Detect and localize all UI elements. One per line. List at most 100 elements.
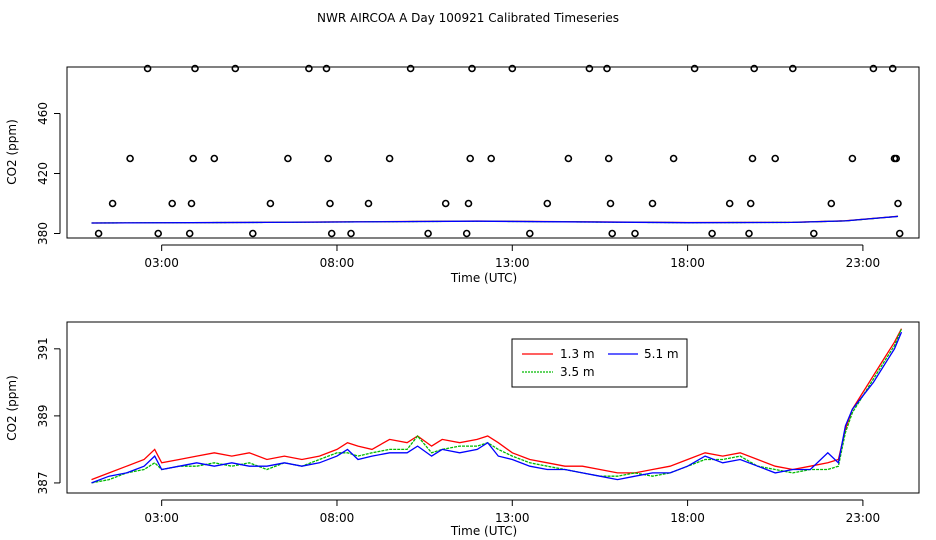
top-data-point xyxy=(487,154,496,163)
bottom-panel: 03:00 08:00 13:00 18:00 23:00 387 389 391 Time… xyxy=(5,321,920,538)
top-data-point xyxy=(191,64,199,73)
top-data-point xyxy=(364,199,373,208)
top-series-5-1-m xyxy=(91,215,899,224)
top-lines-layer xyxy=(91,215,899,224)
top-data-point xyxy=(266,199,275,208)
top-data-point xyxy=(746,199,755,208)
top-data-point xyxy=(126,154,134,163)
top-plot-frame xyxy=(66,66,920,239)
top-panel: 03:00 08:00 13:00 18:00 23:00 380 420 460 Time… xyxy=(5,64,920,285)
top-data-point xyxy=(347,229,355,238)
top-x-tick-label: 03:00 xyxy=(144,256,179,270)
top-data-point xyxy=(326,199,334,208)
bottom-lines-layer xyxy=(91,328,903,484)
top-data-point xyxy=(892,154,901,163)
top-data-point xyxy=(508,64,517,73)
bottom-y-tick-label: 391 xyxy=(36,337,50,360)
bottom-series-3-5-m xyxy=(91,328,903,484)
top-data-point xyxy=(108,199,117,208)
top-data-point xyxy=(468,64,476,73)
top-data-point xyxy=(748,154,757,163)
bottom-x-tick-label: 03:00 xyxy=(144,511,179,525)
top-data-point xyxy=(669,154,678,163)
top-y-tick-label: 460 xyxy=(36,102,50,125)
top-data-point xyxy=(585,64,594,73)
top-data-point xyxy=(143,64,152,73)
top-data-point xyxy=(154,229,162,238)
top-data-point xyxy=(525,229,534,238)
top-data-point xyxy=(385,154,394,163)
bottom-y-tick-label: 387 xyxy=(36,471,50,494)
top-data-point xyxy=(564,154,573,163)
bottom-y-tick-label: 389 xyxy=(36,404,50,427)
top-data-point xyxy=(462,229,471,238)
top-data-point xyxy=(464,199,473,208)
legend-label-3-5m: 3.5 m xyxy=(560,365,595,379)
top-data-point xyxy=(185,229,194,238)
top-y-axis-label: CO2 (ppm) xyxy=(5,119,19,185)
bottom-x-tick-label: 23:00 xyxy=(846,511,881,525)
top-data-point xyxy=(690,64,699,73)
top-data-point xyxy=(888,64,897,73)
top-x-tick-label: 18:00 xyxy=(670,256,705,270)
top-data-point xyxy=(750,64,759,73)
top-data-point xyxy=(168,199,176,208)
top-x-tick-label: 23:00 xyxy=(846,256,881,270)
bottom-y-axis-label: CO2 (ppm) xyxy=(5,375,19,441)
top-data-point xyxy=(745,229,753,238)
top-data-point xyxy=(322,64,331,73)
top-data-point xyxy=(466,154,475,163)
top-data-point xyxy=(406,64,415,73)
top-data-point xyxy=(305,64,313,73)
top-data-point xyxy=(608,229,617,238)
legend-label-5-1m: 5.1 m xyxy=(644,347,679,361)
top-data-point xyxy=(327,229,336,238)
legend-label-1-3m: 1.3 m xyxy=(560,347,595,361)
top-points-layer xyxy=(94,64,904,238)
top-data-point xyxy=(606,199,615,208)
top-data-point xyxy=(648,199,657,208)
top-data-point xyxy=(424,229,432,238)
top-data-point xyxy=(210,154,219,163)
legend: 1.3 m 3.5 m 5.1 m xyxy=(511,338,688,388)
top-x-axis-label: Time (UTC) xyxy=(450,271,517,285)
top-data-point xyxy=(249,229,257,238)
top-data-point xyxy=(324,154,333,163)
top-data-point xyxy=(708,229,716,238)
bottom-x-axis: 03:00 08:00 13:00 18:00 23:00 xyxy=(144,499,881,525)
top-data-point xyxy=(441,199,450,208)
chart-title: NWR AIRCOA A Day 100921 Calibrated Times… xyxy=(317,11,619,25)
top-data-point xyxy=(827,199,836,208)
top-data-point xyxy=(771,154,780,163)
bottom-x-tick-label: 08:00 xyxy=(320,511,355,525)
bottom-plot-frame xyxy=(66,321,920,494)
top-data-point xyxy=(189,154,197,163)
top-data-point xyxy=(631,229,639,238)
top-data-point xyxy=(894,199,902,208)
top-y-axis: 380 420 460 xyxy=(36,102,61,245)
top-data-point xyxy=(809,229,818,238)
top-x-axis: 03:00 08:00 13:00 18:00 23:00 xyxy=(144,244,881,270)
top-data-point xyxy=(604,154,613,163)
bottom-y-axis: 387 389 391 xyxy=(36,337,61,494)
top-x-tick-label: 13:00 xyxy=(495,256,530,270)
bottom-series-5-1-m xyxy=(91,331,903,484)
bottom-x-tick-label: 18:00 xyxy=(670,511,705,525)
bottom-x-tick-label: 13:00 xyxy=(495,511,530,525)
top-data-point xyxy=(895,229,904,238)
top-x-tick-label: 08:00 xyxy=(320,256,355,270)
top-data-point xyxy=(788,64,797,73)
top-data-point xyxy=(543,199,552,208)
top-data-point xyxy=(94,229,103,238)
top-data-point xyxy=(869,64,878,73)
legend-box xyxy=(511,338,688,388)
bottom-x-axis-label: Time (UTC) xyxy=(450,524,517,538)
top-data-point xyxy=(848,154,857,163)
top-y-tick-label: 420 xyxy=(36,162,50,185)
top-data-point xyxy=(603,64,611,73)
top-data-point xyxy=(187,199,196,208)
top-data-point xyxy=(231,64,240,73)
top-y-tick-label: 380 xyxy=(36,222,50,245)
